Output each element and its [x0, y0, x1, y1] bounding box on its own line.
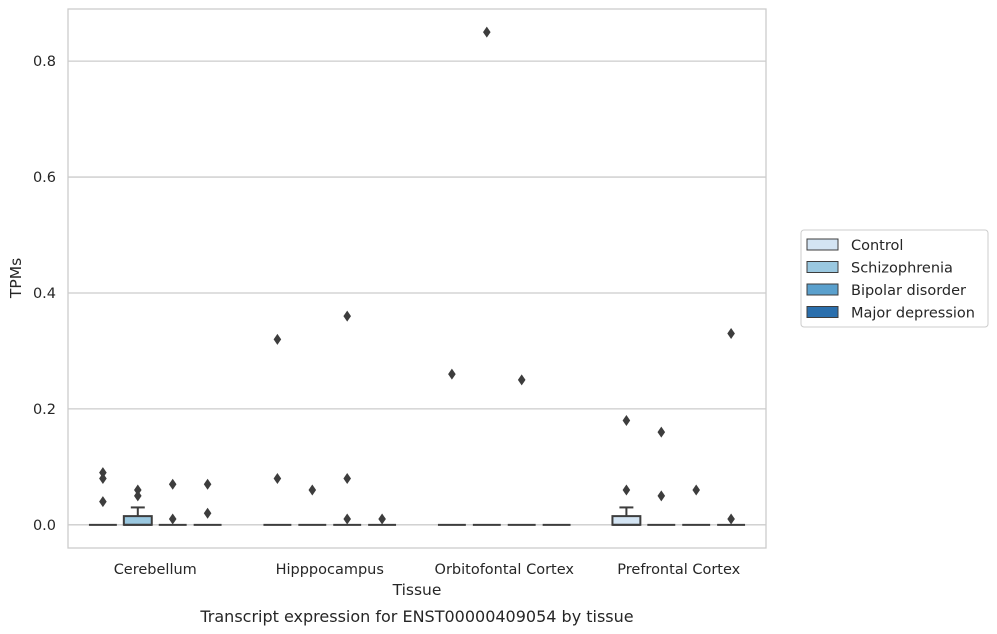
box-group: [507, 374, 536, 526]
grid-lines: [68, 60, 766, 526]
y-tick-label: 0.4: [33, 286, 56, 302]
box-group: [333, 310, 362, 526]
chart-caption: Transcript expression for ENST0000040905…: [199, 607, 633, 626]
legend-frame: [800, 229, 989, 328]
legend: Control Schizophrenia Bipolar disorder Majo…: [800, 229, 989, 328]
legend-label: Schizophrenia: [851, 261, 953, 277]
y-tick-label: 0.8: [33, 54, 56, 70]
box-group: [88, 467, 117, 526]
outlier-point: [622, 414, 631, 426]
legend-label: Control: [851, 238, 903, 254]
legend-swatch: [806, 306, 839, 318]
box-group: [193, 478, 222, 526]
box-group: [611, 414, 642, 526]
x-tick-label: Cerebellum: [114, 562, 197, 578]
y-axis-label: TPMs: [7, 258, 25, 299]
y-axis-ticks: 0.0 0.2 0.4 0.6 0.8: [33, 54, 56, 534]
y-tick-label: 0.2: [33, 402, 56, 418]
outlier-point: [99, 472, 107, 484]
outlier-point: [657, 490, 666, 502]
outlier-point: [308, 484, 317, 496]
x-tick-label: Orbitofontal Cortex: [435, 562, 575, 578]
legend-label: Major depression: [851, 306, 975, 322]
box-plot-area: [88, 26, 746, 526]
box-group: [158, 478, 187, 526]
box-group: [263, 333, 292, 526]
outlier-point: [99, 496, 107, 508]
outlier-point: [168, 478, 177, 490]
x-axis-label: Tissue: [392, 581, 442, 599]
outlier-point: [134, 484, 142, 496]
outlier-point: [483, 26, 491, 38]
x-tick-label: Prefrontal Cortex: [617, 562, 740, 578]
outlier-point: [692, 484, 700, 496]
legend-swatch: [806, 283, 839, 296]
legend-label: Bipolar disorder: [851, 283, 966, 299]
legend-swatch: [806, 238, 839, 251]
box-group: [682, 484, 711, 526]
box-rect: [122, 515, 153, 526]
outlier-point: [168, 513, 177, 525]
outlier-point: [727, 513, 735, 525]
outlier-point: [273, 472, 282, 484]
box-rect: [611, 515, 642, 526]
box-group: [298, 484, 327, 526]
box-group: [472, 26, 501, 526]
outlier-point: [727, 328, 735, 340]
box-group: [647, 426, 676, 526]
x-tick-label: Hipppocampus: [276, 562, 384, 578]
outlier-point: [343, 513, 351, 525]
x-axis-ticks: Cerebellum Hipppocampus Orbitofontal Corte…: [114, 562, 741, 578]
outlier-point: [99, 467, 107, 479]
box-group: [437, 368, 466, 526]
outlier-point: [517, 374, 526, 386]
outlier-point: [657, 426, 666, 438]
box-group: [717, 328, 746, 526]
y-tick-label: 0.6: [33, 170, 56, 186]
y-tick-label: 0.0: [33, 518, 56, 534]
outlier-point: [203, 507, 212, 519]
outlier-point: [343, 310, 351, 322]
box-group: [122, 484, 153, 526]
outlier-point: [203, 478, 212, 490]
legend-swatch: [806, 261, 839, 273]
outlier-point: [343, 472, 351, 484]
outlier-point: [448, 368, 456, 380]
outlier-point: [378, 513, 386, 525]
outlier-point: [134, 490, 142, 502]
box-group: [368, 513, 397, 526]
outlier-point: [622, 484, 631, 496]
outlier-point: [273, 333, 282, 345]
plot-frame: [67, 8, 767, 549]
